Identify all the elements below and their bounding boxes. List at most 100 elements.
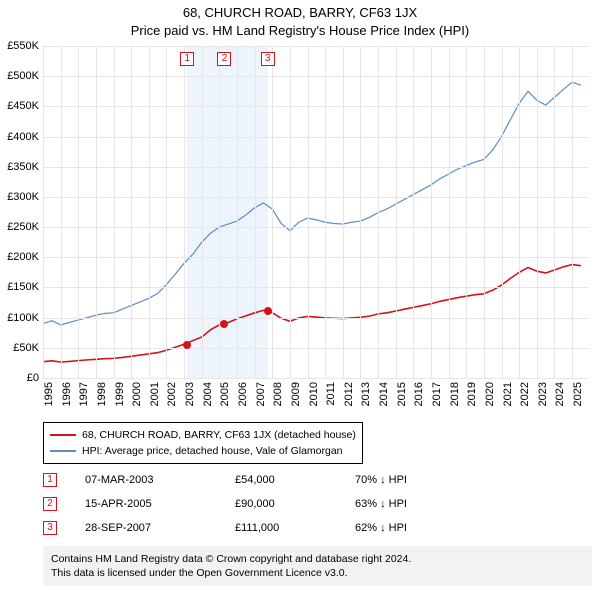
ytick-label: £300K <box>7 191 39 203</box>
transaction-flag: 3 <box>261 52 275 66</box>
grid-line-h <box>43 287 588 288</box>
xtick-label: 2009 <box>290 382 302 406</box>
legend-label: HPI: Average price, detached house, Vale… <box>82 445 343 457</box>
ytick-label: £0 <box>27 372 39 384</box>
xtick-label: 2023 <box>537 382 549 406</box>
legend-item: 68, CHURCH ROAD, BARRY, CF63 1JX (detach… <box>50 427 356 443</box>
xtick-label: 1995 <box>43 382 55 406</box>
xtick-label: 2004 <box>202 382 214 406</box>
xtick-label: 1996 <box>61 382 73 406</box>
grid-line-h <box>43 257 588 258</box>
xtick-label: 1997 <box>78 382 90 406</box>
xtick-label: 2024 <box>554 382 566 406</box>
grid-line-h <box>43 378 588 379</box>
transaction-marker <box>220 320 228 328</box>
legend: 68, CHURCH ROAD, BARRY, CF63 1JX (detach… <box>43 422 363 464</box>
transaction-marker <box>264 307 272 315</box>
ytick-label: £150K <box>7 281 39 293</box>
transaction-flag: 1 <box>180 52 194 66</box>
transaction-relative: 62% ↓ HPI <box>355 522 465 534</box>
grid-line-v <box>272 46 273 378</box>
ytick-label: £50K <box>13 342 39 354</box>
xtick-label: 2005 <box>219 382 231 406</box>
xtick-label: 2015 <box>396 382 408 406</box>
transaction-marker <box>183 341 191 349</box>
grid-line-v <box>219 46 220 378</box>
grid-line-v <box>131 46 132 378</box>
grid-line-v <box>61 46 62 378</box>
legend-label: 68, CHURCH ROAD, BARRY, CF63 1JX (detach… <box>82 429 356 441</box>
legend-swatch <box>50 434 76 436</box>
footer-note: Contains HM Land Registry data © Crown c… <box>43 546 592 586</box>
xtick-label: 2003 <box>184 382 196 406</box>
xtick-label: 2017 <box>431 382 443 406</box>
grid-line-v <box>290 46 291 378</box>
xtick-label: 2021 <box>502 382 514 406</box>
grid-line-h <box>43 137 588 138</box>
grid-line-v <box>237 46 238 378</box>
grid-line-h <box>43 46 588 47</box>
transaction-row-flag: 2 <box>43 497 57 511</box>
grid-line-v <box>255 46 256 378</box>
xtick-label: 2010 <box>308 382 320 406</box>
xtick-label: 1999 <box>114 382 126 406</box>
grid-line-h <box>43 76 588 77</box>
xtick-label: 2022 <box>519 382 531 406</box>
xtick-label: 2001 <box>149 382 161 406</box>
xtick-label: 2016 <box>413 382 425 406</box>
grid-line-v <box>43 46 44 378</box>
chart-title: 68, CHURCH ROAD, BARRY, CF63 1JX <box>0 4 600 22</box>
chart-subtitle: Price paid vs. HM Land Registry's House … <box>0 22 600 40</box>
grid-line-v <box>466 46 467 378</box>
grid-line-v <box>554 46 555 378</box>
xtick-label: 2019 <box>466 382 478 406</box>
grid-line-v <box>360 46 361 378</box>
transaction-price: £54,000 <box>235 474 355 486</box>
grid-line-v <box>325 46 326 378</box>
grid-line-v <box>96 46 97 378</box>
xtick-label: 2011 <box>325 382 337 406</box>
xtick-label: 2000 <box>131 382 143 406</box>
grid-line-v <box>449 46 450 378</box>
transaction-row-flag: 3 <box>43 521 57 535</box>
transaction-relative: 63% ↓ HPI <box>355 498 465 510</box>
transaction-date: 15-APR-2005 <box>85 498 235 510</box>
xtick-label: 2002 <box>166 382 178 406</box>
grid-line-v <box>502 46 503 378</box>
xtick-label: 2018 <box>449 382 461 406</box>
grid-line-v <box>343 46 344 378</box>
ytick-label: £100K <box>7 312 39 324</box>
grid-line-v <box>396 46 397 378</box>
xtick-label: 2012 <box>343 382 355 406</box>
transaction-relative: 70% ↓ HPI <box>355 474 465 486</box>
ytick-label: £200K <box>7 251 39 263</box>
grid-line-h <box>43 106 588 107</box>
transaction-date: 07-MAR-2003 <box>85 474 235 486</box>
grid-line-h <box>43 167 588 168</box>
xtick-label: 2013 <box>360 382 372 406</box>
transaction-row: 328-SEP-2007£111,00062% ↓ HPI <box>43 516 465 540</box>
grid-line-v <box>431 46 432 378</box>
ytick-label: £250K <box>7 221 39 233</box>
ytick-label: £450K <box>7 100 39 112</box>
ytick-label: £550K <box>7 40 39 52</box>
series-hpi <box>43 82 581 325</box>
grid-line-v <box>413 46 414 378</box>
transaction-row: 215-APR-2005£90,00063% ↓ HPI <box>43 492 465 516</box>
transactions-table: 107-MAR-2003£54,00070% ↓ HPI 2 15-APR-2005… <box>43 468 465 540</box>
legend-item: HPI: Average price, detached house, Vale… <box>50 443 356 459</box>
transaction-row: 107-MAR-2003£54,00070% ↓ HPI <box>43 468 465 492</box>
footer-line-2: This data is licensed under the Open Gov… <box>51 566 584 580</box>
chart-root: 68, CHURCH ROAD, BARRY, CF63 1JX Price p… <box>0 0 600 590</box>
grid-line-h <box>43 318 588 319</box>
ytick-label: £350K <box>7 161 39 173</box>
grid-line-v <box>378 46 379 378</box>
grid-line-h <box>43 197 588 198</box>
grid-line-v <box>114 46 115 378</box>
grid-line-v <box>537 46 538 378</box>
transaction-price: £111,000 <box>235 522 355 534</box>
grid-line-v <box>184 46 185 378</box>
xtick-label: 2008 <box>272 382 284 406</box>
footer-line-1: Contains HM Land Registry data © Crown c… <box>51 552 584 566</box>
grid-line-v <box>308 46 309 378</box>
